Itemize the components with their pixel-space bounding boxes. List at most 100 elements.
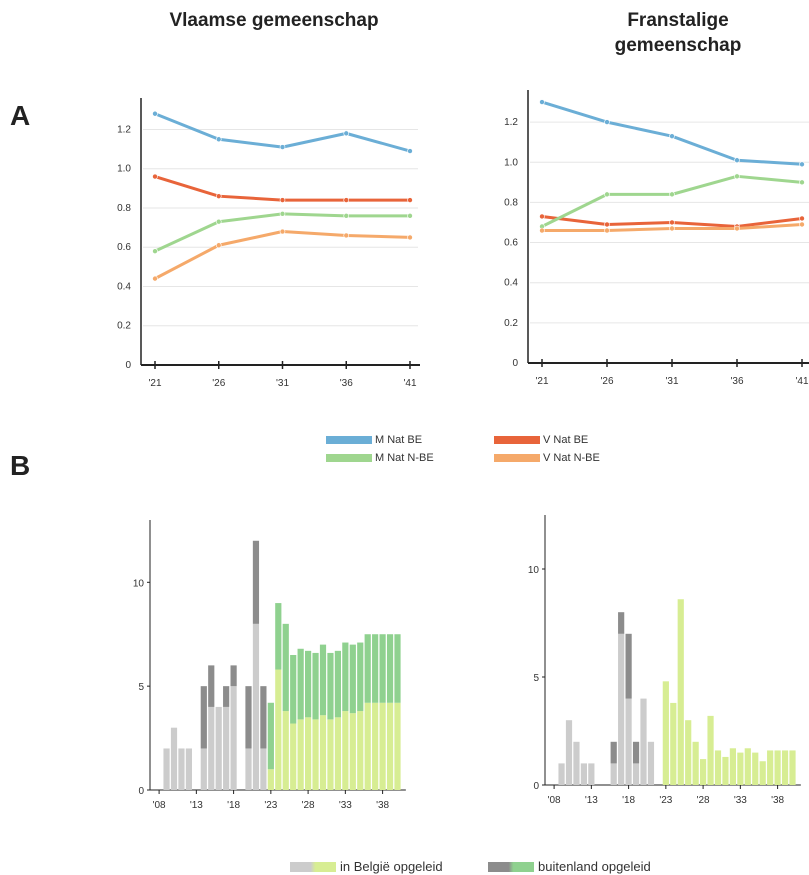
x-tick-label: '28 — [302, 800, 315, 811]
x-tick-label: '21 — [535, 376, 548, 387]
data-point-v-be — [215, 193, 222, 199]
bar-be — [573, 741, 580, 785]
chart-title-left: Vlaamse gemeenschap — [169, 10, 379, 31]
bar-abroad — [297, 648, 304, 720]
bar-abroad — [349, 644, 356, 714]
legend-item-m-nbe: M Nat N-BE — [326, 452, 434, 464]
legend-item-v-nbe: V Nat N-BE — [494, 452, 600, 464]
y-tick-label: 1.2 — [117, 124, 131, 135]
data-point-m-be — [539, 99, 545, 105]
bar-be — [767, 750, 774, 785]
y-tick-label: 0.6 — [117, 242, 131, 253]
data-point-v-nbe — [669, 225, 675, 232]
bar-abroad — [319, 644, 327, 716]
x-tick-label: '31 — [665, 376, 678, 387]
data-point-v-be — [539, 213, 545, 220]
bar-abroad — [305, 650, 312, 718]
legend-swatch-v-be — [494, 436, 540, 444]
bar-be — [752, 752, 759, 785]
bar-be — [662, 681, 669, 785]
x-tick-label: '18 — [227, 800, 240, 811]
legend-swatch-v-nbe — [494, 454, 540, 462]
bar-be — [781, 750, 789, 785]
bar-be — [230, 686, 237, 790]
data-point-v-nbe — [799, 221, 805, 228]
data-point-m-be — [215, 136, 222, 143]
y-tick-label: 0.4 — [117, 281, 131, 292]
data-point-v-nbe — [152, 275, 158, 282]
bar-be — [215, 706, 222, 790]
panel-label-a: A — [10, 100, 31, 131]
bar-be — [565, 720, 573, 785]
bar-be — [252, 623, 260, 790]
bar-be — [223, 706, 230, 790]
x-tick-label: '21 — [148, 378, 161, 389]
legend-label-abroad: buitenland opgeleid — [538, 859, 651, 874]
bar-abroad — [386, 634, 394, 703]
bar-be — [178, 748, 185, 790]
data-point-m-be — [407, 148, 413, 154]
bar-be — [200, 748, 207, 790]
data-point-v-nbe — [279, 228, 286, 235]
data-point-v-be — [669, 219, 675, 226]
x-tick-label: '38 — [771, 795, 784, 806]
bar-abroad — [625, 633, 632, 699]
data-point-m-be — [734, 157, 740, 164]
bar-abroad — [312, 652, 319, 720]
bar-abroad — [290, 655, 297, 724]
data-point-m-nbe — [799, 179, 805, 186]
legend-label-m-be: M Nat BE — [375, 434, 423, 446]
legend-label-v-be: V Nat BE — [543, 434, 589, 446]
legend-item-be: in België opgeleid — [290, 859, 443, 874]
bar-be — [759, 761, 766, 785]
bar-be — [789, 750, 796, 785]
bar-be — [372, 702, 379, 790]
legend-label-v-nbe: V Nat N-BE — [543, 452, 600, 464]
legend-swatch-m-be — [326, 436, 372, 444]
bar-be — [685, 720, 692, 785]
bar-be — [640, 698, 647, 785]
bar-abroad — [342, 642, 349, 712]
bar-be — [290, 723, 297, 790]
x-tick-label: '08 — [548, 795, 561, 806]
bar-be — [342, 711, 349, 790]
data-point-m-nbe — [669, 191, 675, 198]
data-point-m-be — [279, 144, 286, 150]
y-tick-label: 1.0 — [117, 164, 131, 175]
bar-be — [700, 759, 707, 785]
y-tick-label: 0.2 — [504, 318, 518, 329]
bar-be — [714, 750, 722, 785]
legend-label-be: in België opgeleid — [340, 859, 443, 874]
y-tick-label: 0 — [138, 786, 144, 797]
bar-be — [379, 702, 386, 790]
bar-be — [558, 763, 565, 785]
data-point-v-nbe — [215, 242, 222, 249]
bar-be — [163, 748, 170, 790]
data-point-m-nbe — [734, 173, 740, 180]
bar-abroad — [260, 686, 267, 749]
data-point-m-nbe — [343, 213, 350, 219]
bar-abroad — [610, 741, 617, 764]
x-tick-label: '33 — [734, 795, 747, 806]
bar-be — [677, 599, 684, 785]
bar-be — [297, 719, 304, 790]
x-tick-label: '36 — [340, 378, 353, 389]
data-point-v-be — [407, 197, 413, 203]
bar-abroad — [245, 686, 252, 749]
bar-be — [647, 741, 655, 785]
bar-abroad — [334, 650, 341, 718]
bar-be — [610, 763, 617, 785]
x-tick-label: '26 — [600, 376, 613, 387]
data-point-m-nbe — [279, 211, 286, 217]
x-tick-label: '18 — [622, 795, 635, 806]
data-point-v-nbe — [604, 227, 610, 234]
bar-be — [364, 702, 371, 790]
y-tick-label: 0.6 — [504, 238, 518, 249]
y-tick-label: 10 — [528, 565, 540, 576]
bar-be — [282, 711, 289, 790]
y-tick-label: 10 — [133, 578, 145, 589]
bar-abroad — [357, 642, 364, 712]
x-tick-label: '13 — [190, 800, 203, 811]
